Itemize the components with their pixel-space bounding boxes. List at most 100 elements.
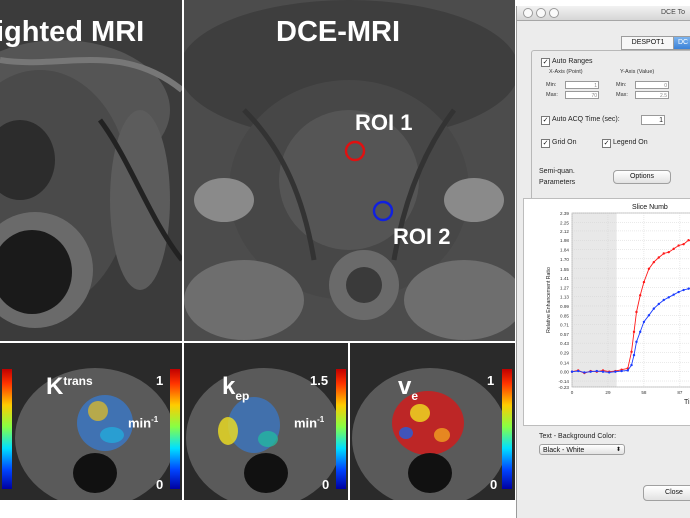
series-point-1: [652, 260, 656, 264]
ve-max: 1: [487, 373, 495, 388]
series-point-2: [595, 369, 598, 373]
kep-colorbar: [336, 369, 346, 489]
series-point-2: [577, 369, 580, 373]
ktrans-max: 1: [156, 373, 164, 388]
series-point-1: [647, 267, 651, 270]
series-point-1: [657, 256, 660, 259]
ktrans-symbol: K: [46, 373, 64, 400]
select-arrows-icon: ⬍: [615, 447, 621, 453]
series-point-1: [672, 247, 675, 251]
window-title: DCE To: [661, 9, 685, 16]
series-point-2: [677, 290, 680, 294]
ktrans-colorbar-left: [2, 369, 12, 489]
series-point-2: [635, 340, 638, 344]
x-tick-label: 0: [571, 390, 574, 395]
series-point-2: [647, 314, 651, 317]
y-tick-label: 1.13: [560, 295, 569, 300]
x-axis-label: X-Axis (Point): [549, 69, 583, 75]
x-tick-label: 58: [641, 390, 647, 395]
tab-dce[interactable]: DC: [673, 36, 690, 50]
options-button[interactable]: Options: [613, 170, 671, 184]
x-min-label: Min:: [546, 82, 557, 88]
series-point-2: [652, 307, 656, 310]
y-tick-label: 0.85: [560, 313, 569, 318]
legend-on-label: Legend On: [613, 139, 648, 146]
y-min-field[interactable]: 0: [635, 81, 669, 89]
series-point-2: [667, 296, 670, 299]
series-point-2: [614, 370, 617, 373]
x-max-label: Max:: [546, 92, 558, 98]
text-bg-color-select[interactable]: Black - White ⬍: [539, 444, 625, 455]
ve-min: 0: [490, 477, 498, 492]
kep-symbol: k: [222, 373, 236, 400]
series-point-2: [632, 353, 636, 357]
kep-map-panel: kep 1.5 min-1 0: [184, 343, 348, 500]
y-tick-label: 0.99: [560, 304, 569, 309]
zoom-window-icon[interactable]: [549, 8, 559, 18]
ktrans-map-image: [0, 343, 182, 500]
y-max-label: Max:: [616, 92, 628, 98]
y-tick-label: 0.29: [560, 350, 569, 355]
ve-subscript: e: [411, 388, 419, 403]
y-axis-label: Relative Enhancement Ratio: [546, 267, 552, 333]
ktrans-map-panel: Ktrans 1 min-1 0: [0, 343, 182, 500]
series-point-2: [630, 363, 633, 367]
close-window-icon[interactable]: [523, 8, 533, 18]
series-point-2: [589, 370, 592, 373]
semi-quan-label: Semi-quan. Parameters: [539, 166, 575, 188]
roi2-label: ROI 2: [393, 224, 451, 249]
auto-acq-checkbox[interactable]: ✓: [541, 116, 550, 125]
dce-title: DCE-MRI: [276, 16, 401, 48]
enhancement-chart: Slice Numb 2.39 2.25 2.12 1.98 1.84 1.70 1.55 1.…: [546, 204, 690, 406]
ve-map-image: [350, 343, 515, 500]
series-point-1: [630, 350, 633, 354]
kep-unit-base: min: [294, 415, 318, 431]
series-point-1: [667, 250, 670, 254]
y-tick-label: 1.70: [560, 257, 569, 262]
series-point-2: [642, 320, 646, 324]
y-tick-label: 0.43: [560, 341, 569, 346]
ktrans-unit: min-1: [128, 415, 158, 430]
legend-on-checkbox[interactable]: ✓: [602, 139, 611, 148]
x-min-field[interactable]: 1: [565, 81, 599, 89]
auto-acq-field[interactable]: 1: [641, 115, 665, 125]
series-point-2: [620, 369, 623, 373]
t2-mri-image: [0, 0, 182, 341]
series-point-2: [687, 287, 690, 290]
y-tick-label: 1.98: [560, 238, 569, 243]
kep-unit-sup: -1: [317, 415, 325, 424]
minimize-window-icon[interactable]: [536, 8, 546, 18]
series-point-1: [662, 252, 665, 255]
y-tick-label: 0.00: [560, 370, 569, 375]
series-point-2: [672, 293, 675, 296]
baseline-band: [572, 213, 617, 387]
semi-quan-line1: Semi-quan.: [539, 168, 575, 175]
roi1-label: ROI 1: [355, 110, 413, 135]
tab-despot1[interactable]: DESPOT1: [621, 36, 675, 50]
y-tick-label: -0.14: [559, 379, 570, 384]
ktrans-colorbar: [170, 369, 180, 489]
auto-ranges-label: Auto Ranges: [552, 58, 593, 65]
x-tick-label: 29: [605, 390, 611, 395]
dce-tool-window: DCE To DESPOT1 DC ✓ Auto Ranges X-Axis (…: [516, 6, 690, 518]
ktrans-superscript: trans: [63, 374, 93, 388]
auto-ranges-checkbox[interactable]: ✓: [541, 58, 550, 67]
grid-on-checkbox[interactable]: ✓: [541, 139, 550, 148]
series-point-1: [632, 330, 636, 334]
y-tick-label: 2.25: [560, 220, 569, 225]
series-point-1: [687, 239, 690, 242]
window-titlebar: DCE To: [517, 6, 690, 21]
series-point-2: [608, 371, 611, 374]
y-tick-label: 1.55: [560, 267, 569, 272]
y-axis-label: Y-Axis (Value): [620, 69, 655, 75]
x-max-field[interactable]: 70: [565, 91, 599, 99]
ktrans-label: Ktrans: [46, 373, 93, 401]
close-button[interactable]: Close: [643, 485, 690, 501]
kep-min: 0: [322, 477, 330, 492]
x-axis-label: Tim: [684, 399, 690, 406]
series-point-1: [642, 280, 646, 284]
ve-label: ve: [398, 373, 418, 403]
text-bg-color-value: Black - White: [543, 447, 585, 454]
y-tick-label: 1.84: [560, 248, 569, 253]
y-max-field[interactable]: 2.5: [635, 91, 669, 99]
